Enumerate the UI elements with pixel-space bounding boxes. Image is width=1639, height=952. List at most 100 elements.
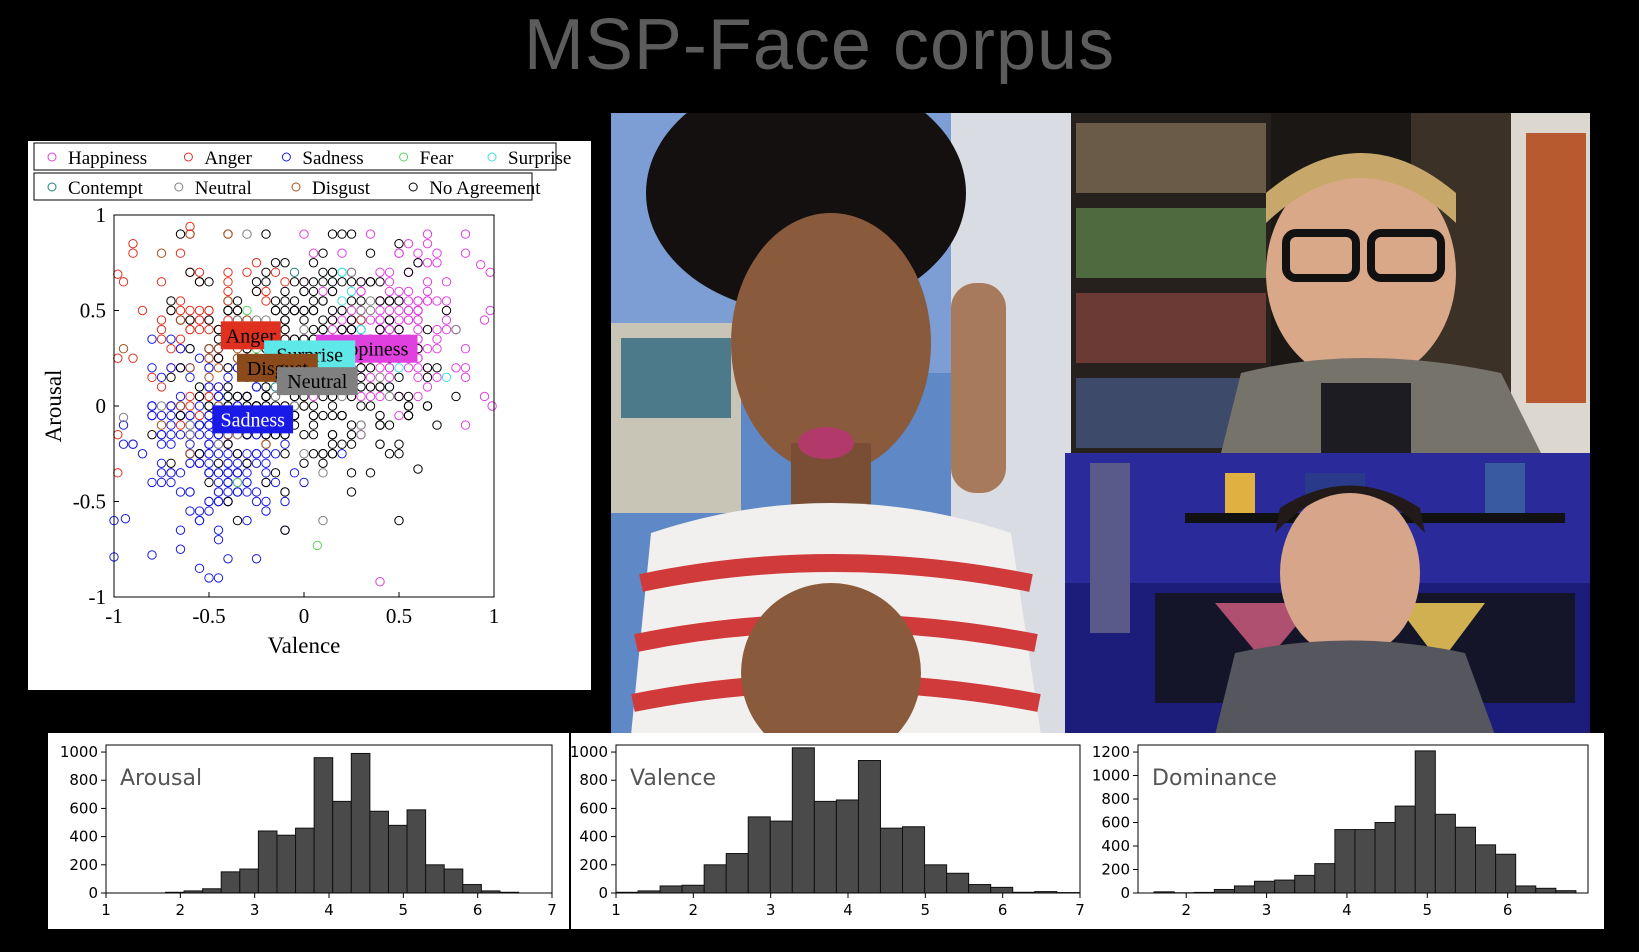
scatter-point bbox=[118, 439, 129, 449]
scatter-point bbox=[308, 401, 319, 411]
scatter-point bbox=[166, 305, 176, 316]
scatter-point bbox=[120, 513, 131, 524]
histogram-bar bbox=[659, 885, 683, 894]
scatter-point bbox=[232, 296, 243, 306]
page-title: MSP-Face corpus bbox=[523, 5, 1116, 85]
scatter-point bbox=[223, 363, 233, 373]
histogram-bar bbox=[1354, 829, 1376, 894]
scatter-point bbox=[327, 439, 338, 449]
scatter-point bbox=[384, 315, 395, 325]
scatter-point bbox=[356, 277, 366, 287]
scatter-point bbox=[384, 391, 395, 402]
scatter-point bbox=[251, 277, 262, 287]
scatter-point bbox=[413, 372, 423, 383]
histogram-bar bbox=[1334, 829, 1356, 894]
scatter-point bbox=[175, 229, 186, 239]
histogram-bar bbox=[202, 888, 222, 894]
histogram-bar bbox=[1233, 885, 1256, 894]
y-tick-label: 1000 bbox=[1092, 767, 1130, 785]
scatter-point bbox=[280, 286, 290, 297]
scatter-point bbox=[147, 550, 157, 560]
scatter-point bbox=[365, 229, 376, 239]
scatter-point bbox=[394, 410, 404, 421]
scatter-point bbox=[185, 221, 195, 232]
x-tick-label: -0.5 bbox=[192, 604, 225, 628]
scatter-point bbox=[204, 344, 214, 354]
scatter-point bbox=[213, 449, 224, 459]
scatter-point bbox=[204, 506, 214, 516]
scatter-point bbox=[375, 410, 385, 421]
scatter-point bbox=[451, 363, 461, 373]
scatter-point bbox=[476, 259, 486, 270]
scatter-point bbox=[185, 305, 195, 316]
scatter-point bbox=[213, 496, 224, 507]
scatter-point bbox=[242, 305, 252, 316]
scatter-point bbox=[223, 229, 233, 239]
scatter-point bbox=[384, 267, 395, 278]
y-tick-label: 400 bbox=[1101, 837, 1130, 855]
scatter-point bbox=[194, 429, 205, 440]
scatter-point bbox=[194, 324, 205, 335]
scatter-point bbox=[451, 324, 461, 335]
scatter-point bbox=[213, 525, 224, 535]
x-tick-label: 3 bbox=[1262, 901, 1272, 919]
legend-marker bbox=[183, 152, 193, 162]
scatter-point bbox=[384, 286, 395, 297]
emotion-centroid-label: Sadness bbox=[220, 409, 285, 431]
x-tick-label: 4 bbox=[1342, 901, 1352, 919]
scatter-point bbox=[270, 258, 281, 268]
scatter-point bbox=[432, 344, 442, 354]
scatter-point bbox=[346, 420, 357, 430]
histogram-bar bbox=[725, 853, 749, 894]
scatter-point bbox=[147, 363, 157, 373]
scatter-point bbox=[204, 353, 214, 363]
scatter-point bbox=[156, 277, 167, 287]
scatter-point bbox=[113, 269, 123, 279]
scatter-point bbox=[299, 229, 309, 239]
scatter-point bbox=[185, 439, 195, 449]
scatter-point bbox=[308, 258, 319, 268]
scatter-point bbox=[346, 324, 357, 335]
histogram-panel: Arousal 1 2 3 4 5 6 7 0 200 400 600 800 1000 Valence 1 2… bbox=[48, 733, 1604, 929]
legend-label: Surprise bbox=[508, 148, 571, 169]
scatter-point bbox=[485, 267, 495, 278]
scatter-point bbox=[175, 420, 186, 430]
scatter-point bbox=[118, 344, 129, 354]
histogram-bar bbox=[1515, 885, 1537, 894]
scatter-point bbox=[375, 372, 385, 383]
scatter-point bbox=[232, 391, 243, 402]
scatter-point bbox=[384, 372, 395, 383]
scatter-point bbox=[194, 305, 205, 316]
scatter-point bbox=[204, 468, 214, 478]
scatter-point bbox=[166, 477, 176, 488]
scatter-point bbox=[204, 496, 214, 507]
scatter-point bbox=[270, 296, 281, 306]
video-frame-woman bbox=[611, 113, 1071, 735]
scatter-point bbox=[213, 477, 224, 488]
scatter-point bbox=[270, 391, 281, 402]
scatter-point bbox=[118, 412, 129, 423]
scatter-point bbox=[280, 258, 290, 268]
scatter-point bbox=[204, 315, 214, 325]
scatter-point bbox=[394, 286, 404, 297]
x-tick-label: 2 bbox=[1181, 901, 1191, 919]
scatter-point bbox=[175, 315, 186, 325]
scatter-point bbox=[375, 439, 385, 449]
scatter-point bbox=[242, 477, 252, 488]
scatter-point bbox=[213, 382, 224, 392]
scatter-point bbox=[432, 334, 442, 344]
scatter-point bbox=[242, 229, 252, 239]
scatter-point bbox=[232, 458, 243, 468]
scatter-point bbox=[289, 277, 300, 287]
scatter-point bbox=[261, 267, 271, 278]
scatter-point bbox=[204, 420, 214, 430]
scatter-point bbox=[308, 277, 319, 287]
scatter-point bbox=[422, 229, 433, 239]
scatter-point bbox=[451, 391, 461, 402]
scatter-point bbox=[194, 506, 205, 516]
y-tick-label: 800 bbox=[579, 771, 608, 789]
scatter-point bbox=[308, 449, 319, 459]
scatter-point bbox=[213, 487, 224, 497]
scatter-point bbox=[356, 296, 366, 306]
scatter-point bbox=[251, 554, 262, 564]
